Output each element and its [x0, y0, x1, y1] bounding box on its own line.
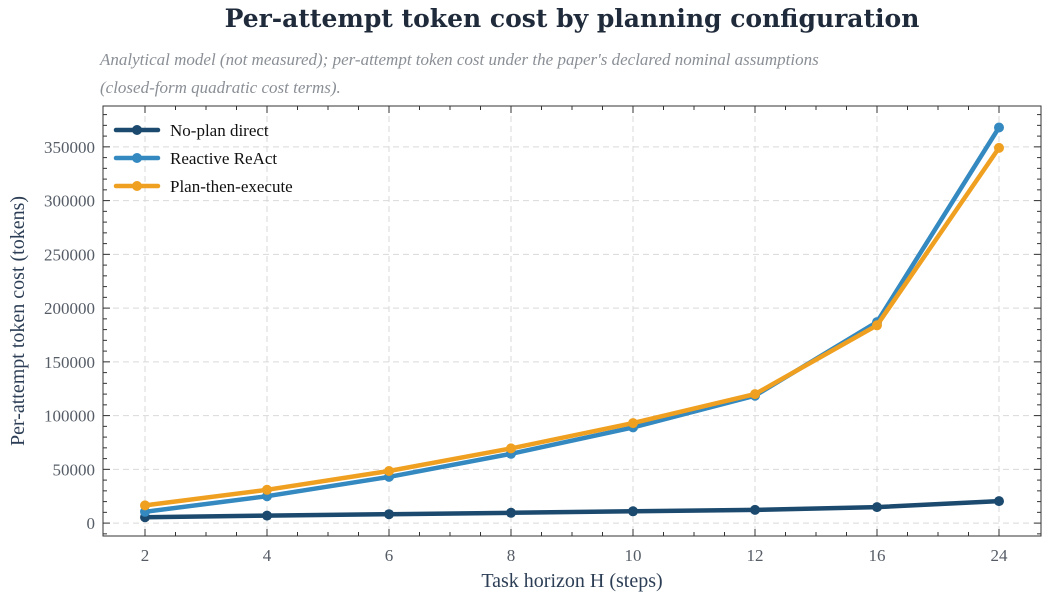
data-point [628, 506, 638, 517]
x-tick-label: 6 [385, 546, 394, 565]
data-point [140, 500, 150, 511]
y-axis-title: Per-attempt token cost (tokens) [7, 196, 29, 446]
data-point [262, 510, 272, 521]
x-tick-label: 2 [141, 546, 150, 565]
axis-ticks [103, 106, 1041, 536]
plot-frame [102, 105, 1042, 537]
x-tick-label: 24 [991, 546, 1009, 565]
legend-label: Plan-then-execute [170, 177, 293, 196]
series-group [140, 122, 1004, 523]
subtitle-line-1: Analytical model (not measured); per-att… [100, 50, 819, 69]
y-tick-label: 50000 [53, 460, 96, 479]
y-tick-label: 150000 [44, 353, 95, 372]
grid-lines [103, 106, 1041, 536]
data-point [750, 504, 760, 515]
legend-swatch-marker [132, 181, 142, 191]
y-tick-labels: 0 50000 100000 150000 200000 250000 300000 3500… [44, 138, 95, 533]
y-tick-label: 0 [87, 514, 96, 533]
legend-label: No-plan direct [170, 121, 269, 140]
data-point [628, 418, 638, 429]
x-tick-label: 16 [869, 546, 886, 565]
x-tick-label: 8 [507, 546, 516, 565]
data-point [384, 466, 394, 476]
subtitle-line-2: (closed-form quadratic cost terms). [100, 78, 341, 97]
legend-swatch-marker [132, 125, 142, 135]
data-point [994, 122, 1004, 133]
x-tick-label: 4 [263, 546, 272, 565]
x-tick-label: 10 [625, 546, 642, 565]
legend-label: Reactive ReAct [170, 149, 277, 168]
y-tick-label: 250000 [44, 245, 95, 264]
chart-title: Per-attempt token cost by planning confi… [224, 4, 920, 33]
data-point [872, 502, 882, 513]
series-line-2 [142, 145, 1002, 508]
data-point [994, 496, 1004, 507]
data-point [506, 507, 516, 518]
y-tick-label: 350000 [44, 138, 95, 157]
data-point [506, 443, 516, 454]
x-axis-title: Task horizon H (steps) [481, 570, 662, 592]
series-line-0 [142, 498, 1002, 520]
data-point [384, 509, 394, 520]
legend: No-plan direct Reactive ReAct Plan-then-ex… [113, 121, 293, 196]
chart-subtitle: Analytical model (not measured); per-att… [100, 46, 1000, 102]
y-tick-label: 100000 [44, 407, 95, 426]
x-tick-label: 12 [747, 546, 764, 565]
data-point [262, 484, 272, 495]
data-point [994, 142, 1004, 153]
x-tick-labels: 2 4 6 8 10 12 16 24 [141, 546, 1008, 565]
legend-swatch-marker [132, 153, 142, 163]
data-point [750, 389, 760, 400]
y-tick-label: 200000 [44, 299, 95, 318]
data-point [872, 320, 882, 331]
y-tick-label: 300000 [44, 192, 95, 211]
